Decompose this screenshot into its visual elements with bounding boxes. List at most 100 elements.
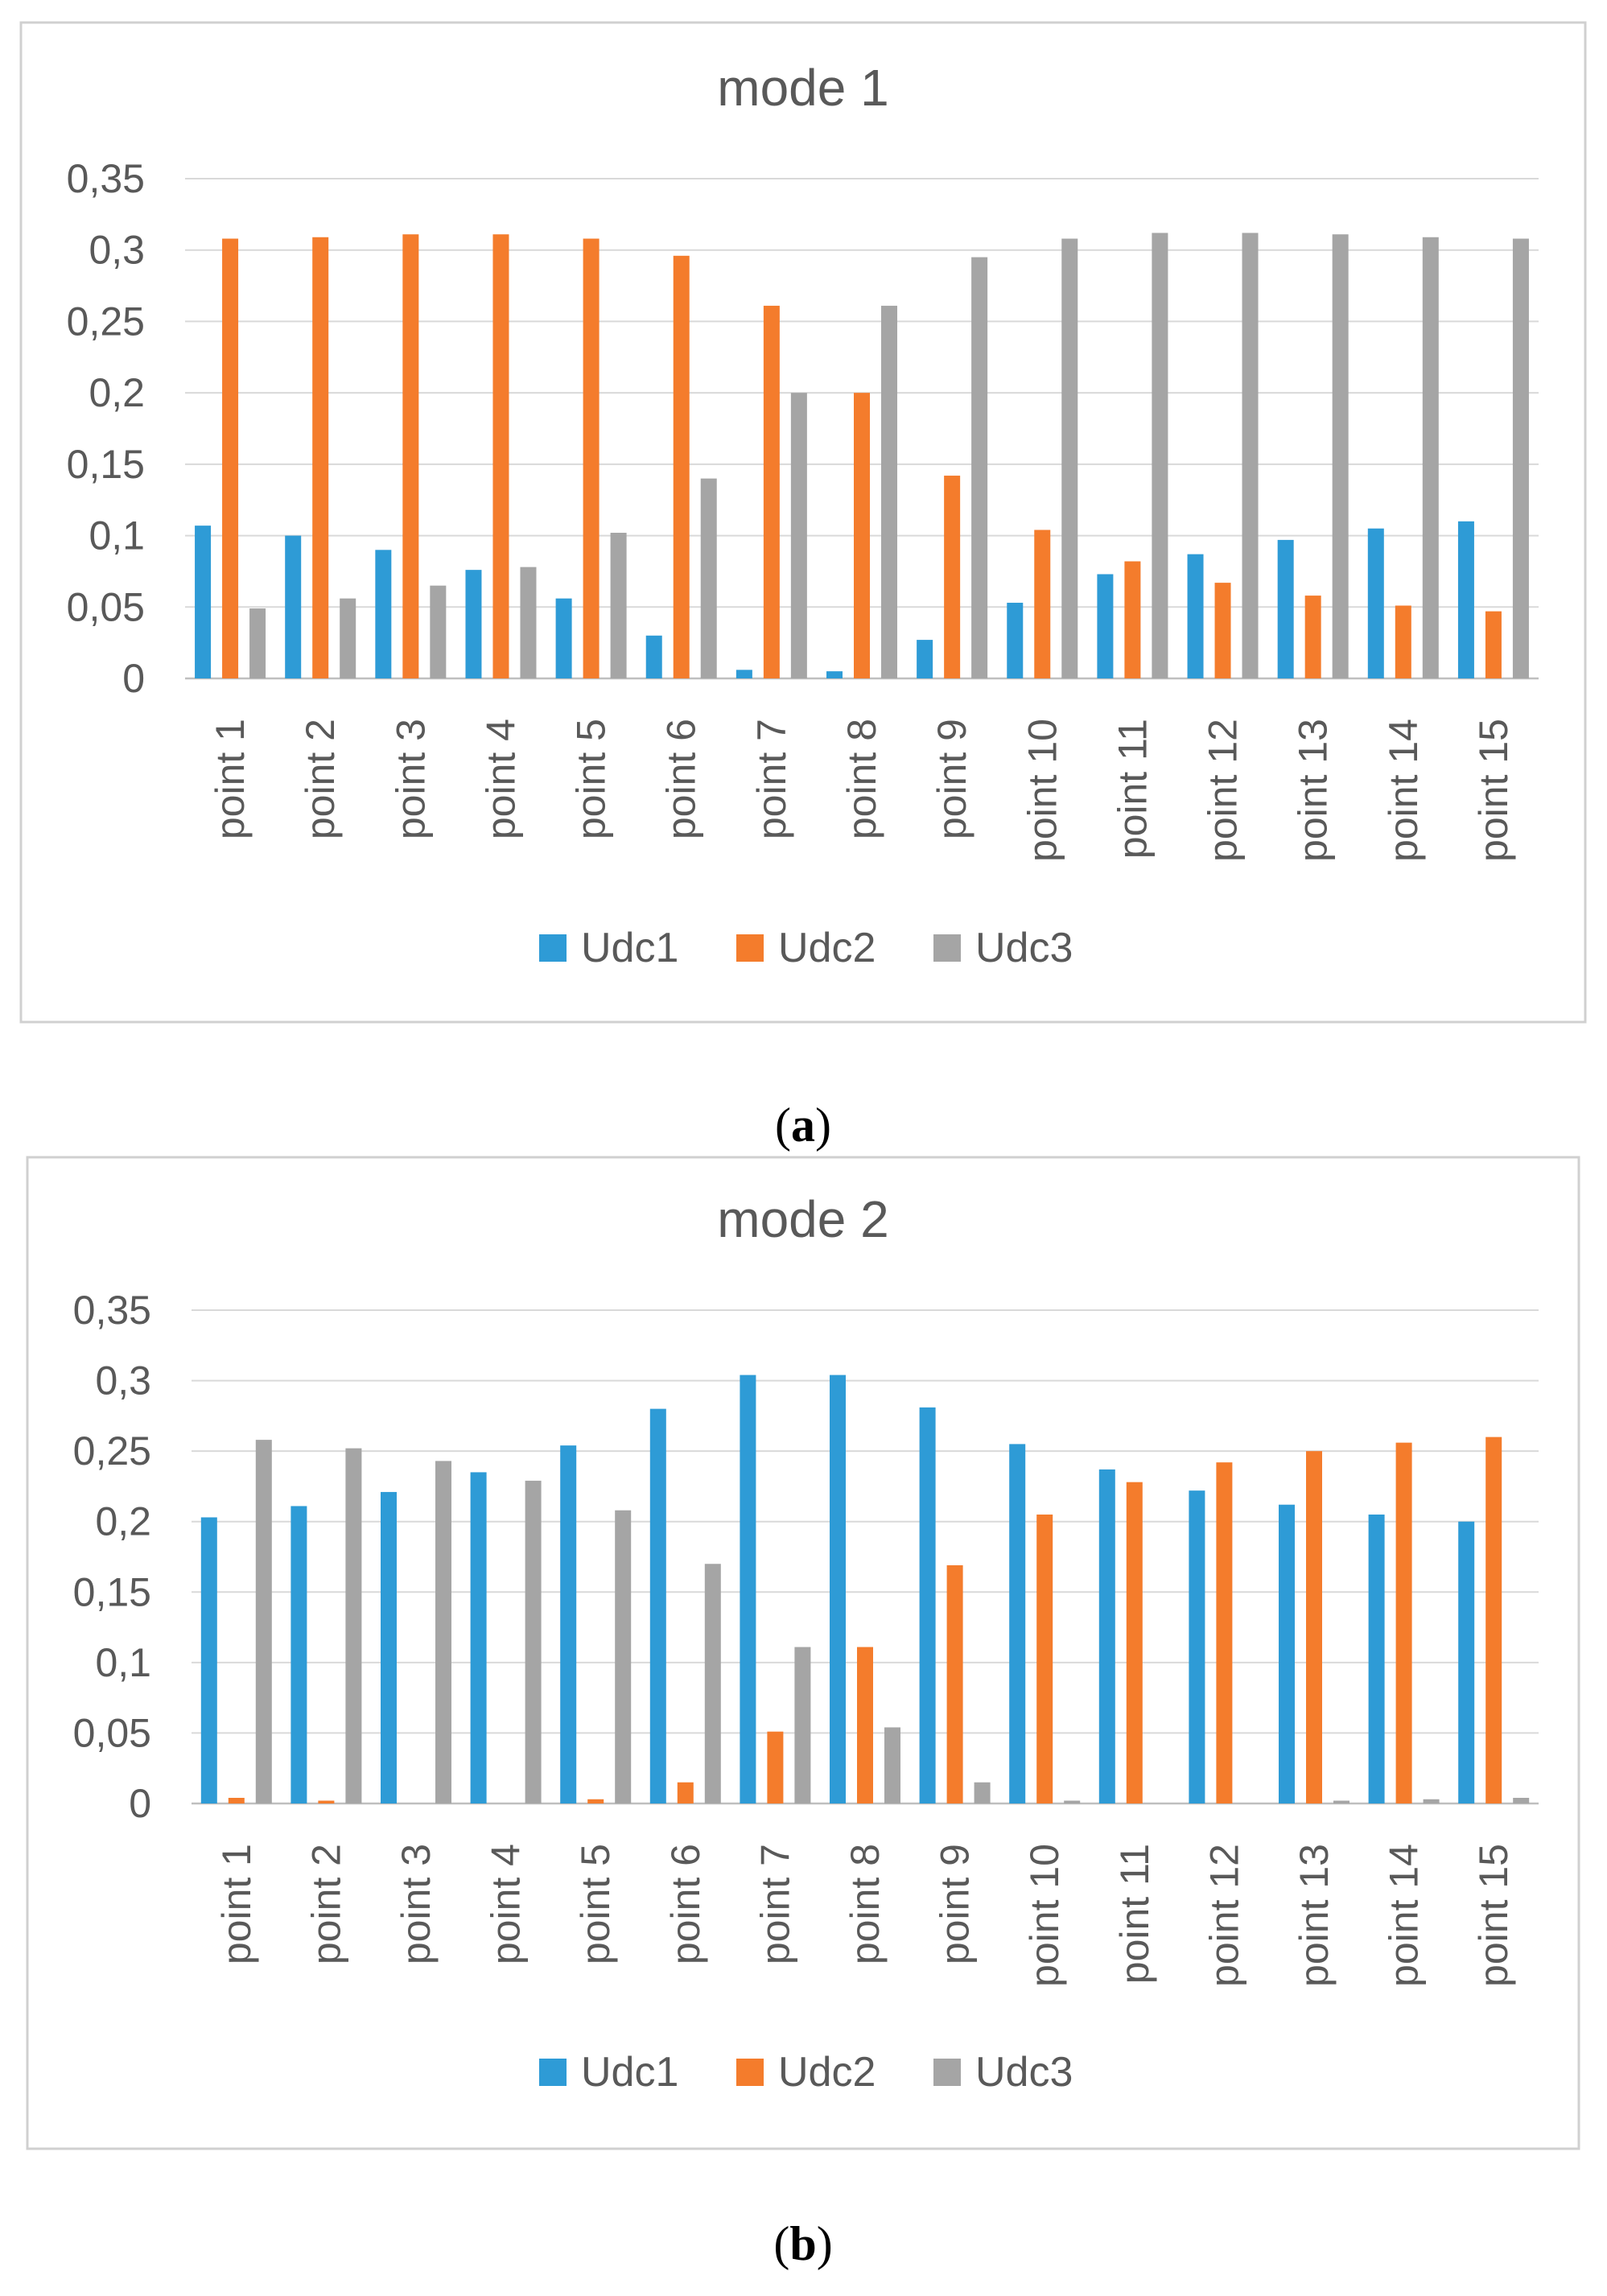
bar-udc3-point-2 [340,598,356,678]
bar-udc3-point-5 [610,533,627,678]
bar-udc2-point-5 [587,1799,604,1803]
bar-udc1-point-7 [740,1375,756,1803]
bar-udc2-point-8 [854,393,870,678]
legend-label-udc3: Udc3 [975,2049,1073,2096]
bar-udc1-point-10 [1009,1444,1026,1803]
bar-udc1-point-15 [1458,1521,1475,1803]
bar-udc2-point-11 [1126,1482,1143,1803]
bar-udc2-point-4 [492,234,509,678]
legend-swatch-udc1 [539,934,567,962]
bar-udc3-point-10 [1061,238,1078,678]
bar-udc2-point-1 [222,238,239,678]
x-tick-label: point 11 [1112,1844,1157,1984]
x-tick-label: point 10 [1022,1844,1067,1987]
bar-udc2-point-7 [767,1731,784,1803]
y-tick-label: 0,15 [67,442,145,487]
bar-udc3-point-11 [1152,233,1168,678]
caption-b: (b) [773,2217,832,2270]
bar-udc3-point-13 [1333,1800,1349,1803]
bar-udc3-point-8 [881,305,897,678]
x-tick-label: point 9 [933,1844,978,1964]
x-tick-label: point 15 [1471,719,1516,862]
bar-udc2-point-8 [857,1647,873,1803]
x-tick-label: point 3 [388,719,433,839]
x-tick-label: point 6 [659,719,704,839]
chart-mode-2: mode 2 0 0,05 0,1 0,15 0,2 0,25 0,3 0,35 point … [26,1156,1580,2150]
bar-udc3-point-15 [1513,1797,1530,1803]
bar-udc2-point-15 [1485,1437,1502,1803]
chart-mode-1: mode 1 0 0,05 0,1 0,15 0,2 0,25 0,3 0,35 point … [19,21,1587,1024]
bar-udc3-point-7 [790,393,807,678]
bar-udc1-point-5 [555,598,572,678]
bar-udc1-point-6 [649,1408,666,1803]
x-tick-label: point 14 [1381,719,1426,862]
bar-udc3-point-12 [1242,233,1259,678]
bar-udc3-point-5 [615,1510,632,1803]
y-tick-label: 0 [129,1781,151,1826]
bar-udc1-point-13 [1277,539,1294,678]
chart-title: mode 1 [717,59,888,117]
x-tick-label: point 8 [839,719,884,839]
x-tick-label: point 5 [573,1844,618,1964]
bar-udc3-point-7 [794,1647,811,1803]
bar-udc2-point-14 [1395,1442,1412,1803]
bar-udc3-point-8 [884,1727,900,1803]
y-tick-label: 0 [122,656,145,701]
x-tick-label: point 2 [303,1844,348,1964]
bar-udc2-point-2 [318,1800,335,1803]
bar-udc3-point-6 [700,478,717,678]
bar-udc1-point-14 [1368,1514,1385,1803]
bar-udc2-point-2 [312,237,329,678]
bar-udc3-point-9 [971,257,988,679]
bar-udc2-point-10 [1036,1514,1053,1803]
bar-udc1-point-13 [1279,1504,1295,1803]
bar-udc2-point-14 [1395,605,1411,678]
bar-udc2-point-7 [763,305,780,678]
x-tick-label: point 6 [663,1844,708,1964]
y-tick-label: 0,3 [95,1358,151,1404]
bar-udc3-point-4 [520,567,537,678]
bar-udc2-point-11 [1124,561,1141,678]
bar-udc3-point-3 [435,1461,451,1803]
y-tick-label: 0,25 [67,299,145,344]
chart-title: mode 2 [717,1190,888,1248]
y-tick-label: 0,35 [67,156,145,201]
x-tick-label: point 1 [214,1844,259,1964]
bar-udc2-point-12 [1214,583,1231,678]
x-tick-label: point 1 [208,719,253,839]
x-tick-label: point 7 [752,1844,797,1964]
bar-udc1-point-2 [285,535,302,678]
x-tick-label: point 4 [484,1844,529,1964]
bar-udc3-point-4 [525,1480,542,1803]
y-tick-label: 0,15 [73,1569,151,1614]
legend-swatch-udc2 [736,2059,764,2086]
bar-udc3-point-10 [1064,1800,1081,1803]
x-tick-label: point 12 [1201,1844,1246,1987]
x-tick-label: point 7 [749,719,794,839]
x-tick-label: point 3 [394,1844,439,1964]
bar-udc1-point-15 [1457,521,1474,678]
x-tick-label: point 5 [569,719,614,839]
bar-udc3-point-14 [1422,237,1439,678]
bar-udc2-point-6 [673,255,690,679]
x-tick-label: point 10 [1020,719,1065,862]
y-tick-label: 0,25 [73,1428,151,1474]
x-tick-label: point 8 [843,1844,888,1964]
bar-udc3-point-6 [704,1564,721,1803]
bar-udc1-point-4 [470,1472,487,1803]
x-tick-label: point 12 [1201,719,1246,862]
legend-swatch-udc2 [736,934,764,962]
bar-udc1-point-1 [200,1517,217,1803]
bar-udc3-point-13 [1332,234,1349,678]
legend-swatch-udc1 [539,2059,567,2086]
bar-udc1-point-12 [1189,1490,1205,1803]
bar-udc1-point-8 [830,1375,846,1803]
y-tick-label: 0,2 [95,1499,151,1544]
bar-udc2-point-9 [946,1565,963,1803]
y-tick-label: 0,05 [67,584,145,629]
y-tick-label: 0,1 [95,1640,151,1685]
bar-udc3-point-3 [430,585,447,678]
bar-udc2-point-12 [1216,1462,1233,1803]
bar-udc3-point-1 [249,608,266,678]
